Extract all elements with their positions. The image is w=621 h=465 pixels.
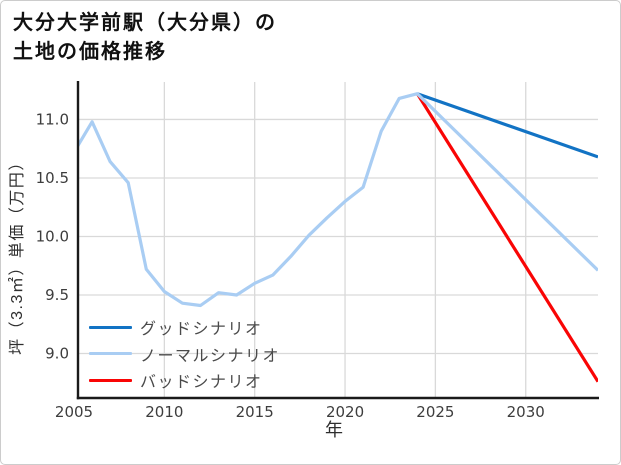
x-tick-label: 2020 xyxy=(326,403,364,421)
x-tick-label: 2025 xyxy=(416,403,454,421)
series-line-1 xyxy=(78,92,598,308)
legend-item-1: ノーマルシナリオ xyxy=(89,341,280,368)
chart-title-line2: 土地の価格推移 xyxy=(13,41,167,63)
chart-title: 大分大学前駅（大分県）の 土地の価格推移 xyxy=(13,9,277,67)
series-line-2 xyxy=(415,92,598,383)
y-tick-label: 10.0 xyxy=(36,227,69,245)
x-tick-label: 2005 xyxy=(55,403,93,421)
y-tick-label: 9.5 xyxy=(45,286,69,304)
x-axis-label: 年 xyxy=(325,420,343,440)
y-tick-label: 10.5 xyxy=(36,169,69,187)
legend-item-2: バッドシナリオ xyxy=(89,367,280,394)
y-tick-label: 9.0 xyxy=(45,345,69,363)
legend-label: グッドシナリオ xyxy=(140,321,263,339)
x-tick-label: 2010 xyxy=(145,403,183,421)
x-tick-label: 2030 xyxy=(507,403,545,421)
legend-line-swatch xyxy=(89,352,132,356)
legend-line-swatch xyxy=(89,325,132,329)
legend-item-0: グッドシナリオ xyxy=(89,314,280,341)
legend-label: バッドシナリオ xyxy=(140,374,263,392)
y-axis-label: 坪（3.3㎡）単価（万円） xyxy=(8,153,26,355)
legend-line-swatch xyxy=(89,378,132,382)
legend-label: ノーマルシナリオ xyxy=(140,347,281,365)
y-tick-label: 11.0 xyxy=(36,110,69,128)
chart-legend: グッドシナリオ ノーマルシナリオ バッドシナリオ xyxy=(89,314,280,394)
series-line-0 xyxy=(416,92,598,159)
chart-title-line1: 大分大学前駅（大分県）の xyxy=(13,12,277,34)
x-tick-label: 2015 xyxy=(236,403,274,421)
